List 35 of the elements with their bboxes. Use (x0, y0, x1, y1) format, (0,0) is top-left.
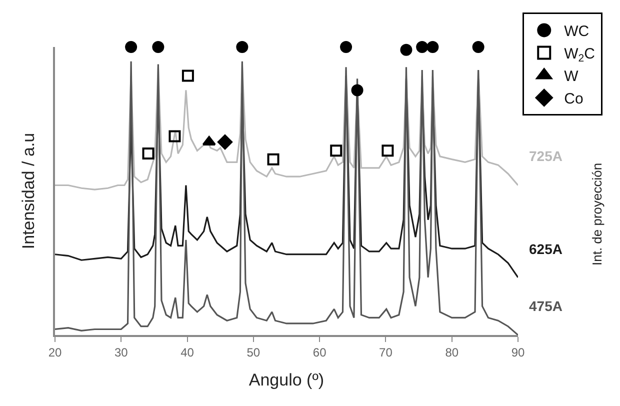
point (340, 41, 352, 53)
legend-label: W (564, 68, 580, 86)
x-tick-label: 40 (180, 345, 194, 360)
point (142, 148, 154, 160)
x-tick-label: 70 (379, 345, 393, 360)
point (382, 144, 394, 157)
point (426, 41, 439, 53)
legend-label: W$_{2}$C (564, 46, 596, 65)
point (182, 70, 194, 82)
x-tick-label: 80 (445, 345, 459, 360)
point (125, 41, 138, 53)
point (351, 84, 364, 96)
point (152, 41, 164, 53)
point (236, 41, 248, 53)
point (472, 41, 484, 53)
x-tick-label: 20 (48, 345, 62, 360)
series-label: 625A (529, 241, 562, 257)
x-axis-title: Angulo (º) (248, 370, 324, 390)
y2-axis-title: Int. de proyección (589, 162, 604, 266)
y-axis-title: Intensidad / a.u (19, 132, 38, 250)
point (267, 153, 280, 166)
series-label: 475A (529, 298, 562, 314)
point (202, 136, 216, 146)
point (168, 130, 181, 142)
point (400, 44, 412, 56)
x-tick-label: 90 (511, 345, 525, 360)
x-tick-label: 60 (312, 345, 327, 360)
legend-label: WC (564, 23, 590, 40)
x-tick-label: 50 (246, 345, 260, 360)
legend-label: Co (564, 90, 584, 108)
x-tick-label: 30 (114, 345, 128, 360)
point (217, 134, 232, 150)
series-label: 725A (529, 148, 562, 164)
point (330, 144, 342, 157)
point (416, 41, 428, 53)
